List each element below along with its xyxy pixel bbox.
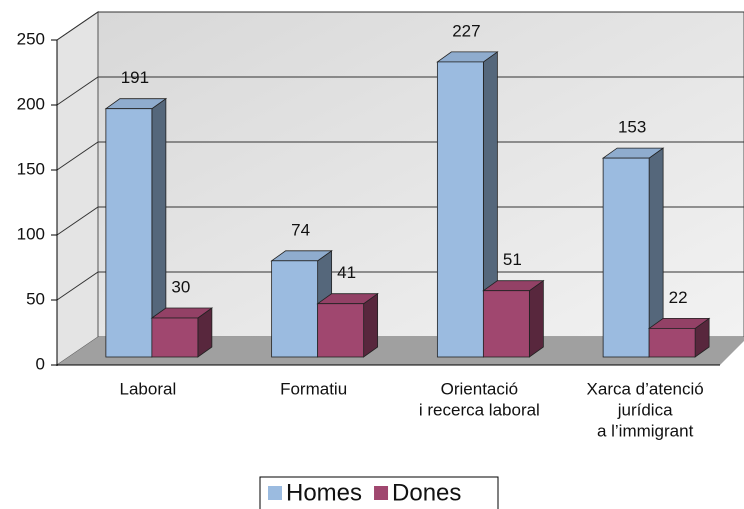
floor <box>57 337 744 365</box>
legend-label: Dones <box>392 479 461 506</box>
bar <box>648 327 696 358</box>
x-tick-label: Xarca d’atenció <box>587 379 704 398</box>
value-label: 153 <box>618 118 646 137</box>
bar <box>317 303 365 358</box>
y-tick-label: 100 <box>17 224 45 243</box>
y-tick-label: 250 <box>17 29 45 48</box>
y-tick-label: 0 <box>36 354 45 373</box>
x-tick-label: a l’immigrant <box>597 421 694 440</box>
x-tick-label: Formatiu <box>280 379 347 398</box>
x-tick-label: i recerca laboral <box>419 400 540 419</box>
value-label: 30 <box>171 277 190 296</box>
x-tick-label: Orientació <box>441 379 518 398</box>
y-tick-label: 50 <box>26 289 45 308</box>
value-label: 191 <box>121 68 149 87</box>
bar <box>105 108 153 358</box>
legend-items: Homes Dones <box>268 479 461 506</box>
bar <box>151 317 199 358</box>
grid-line <box>56 11 744 41</box>
legend-swatch <box>374 486 389 500</box>
value-label: 51 <box>503 250 522 269</box>
grid <box>56 11 744 301</box>
bar-side <box>363 292 379 358</box>
bar <box>271 260 319 358</box>
bar <box>482 290 530 358</box>
value-label: 41 <box>337 263 356 282</box>
grid-line <box>56 141 744 171</box>
value-label: 227 <box>452 21 480 40</box>
value-label: 22 <box>669 288 688 307</box>
bar-side <box>528 279 544 358</box>
grid-line <box>56 76 744 106</box>
y-tick-label: 200 <box>17 94 45 113</box>
legend-swatch <box>268 486 282 500</box>
side-wall <box>56 11 99 366</box>
legend-label: Homes <box>286 479 362 506</box>
value-label: 74 <box>291 220 310 239</box>
x-tick-label: jurídica <box>617 400 673 419</box>
y-tick-label: 150 <box>17 159 45 178</box>
bars <box>104 51 711 358</box>
grid-line <box>56 271 744 301</box>
x-tick-label: Laboral <box>120 379 177 398</box>
bar <box>602 157 650 358</box>
grid-line <box>56 206 744 236</box>
bar <box>436 61 484 358</box>
